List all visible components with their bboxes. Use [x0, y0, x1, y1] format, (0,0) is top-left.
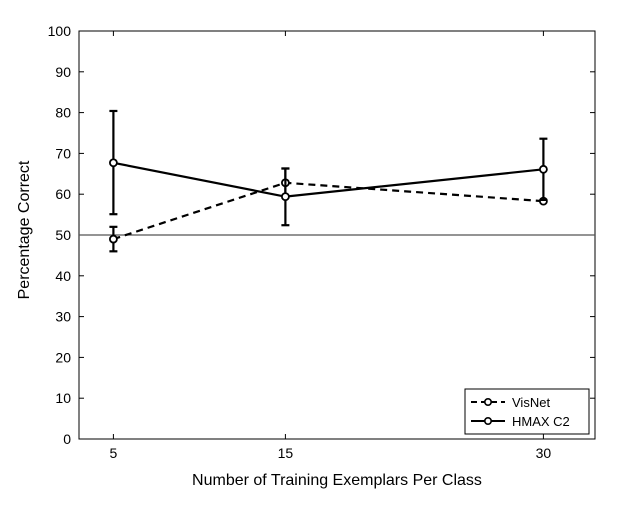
y-axis-label: Percentage Correct — [16, 160, 33, 299]
y-tick-label: 80 — [55, 105, 71, 121]
legend-marker — [483, 397, 492, 406]
series-hmax-c2 — [109, 109, 548, 227]
y-tick-label: 60 — [55, 186, 71, 202]
data-point — [280, 192, 290, 202]
x-tick-label: 30 — [536, 445, 552, 461]
y-tick-label: 40 — [55, 268, 71, 284]
y-tick-label: 70 — [55, 145, 71, 161]
y-tick-label: 30 — [55, 309, 71, 325]
y-tick-label: 90 — [55, 64, 71, 80]
y-axis-ticks: 0 10 20 30 40 50 60 70 80 90 100 — [48, 23, 595, 447]
y-tick-label: 100 — [48, 23, 72, 39]
y-tick-label: 10 — [55, 390, 71, 406]
y-tick-label: 20 — [55, 349, 71, 365]
data-point — [109, 158, 118, 168]
legend-marker — [483, 416, 492, 425]
data-point — [539, 164, 548, 174]
x-axis-label: Number of Training Exemplars Per Class — [192, 472, 482, 489]
legend: VisNet HMAX C2 — [464, 388, 590, 435]
x-tick-label: 15 — [278, 445, 294, 461]
series-visnet — [109, 167, 548, 253]
series-layer — [109, 109, 548, 253]
y-tick-label: 0 — [63, 431, 71, 447]
series-line — [113, 161, 544, 198]
y-tick-label: 50 — [55, 227, 71, 243]
legend-label: VisNet — [512, 395, 550, 410]
legend-box — [464, 388, 590, 435]
legend-label: HMAX C2 — [512, 414, 570, 429]
data-point — [109, 234, 118, 244]
x-tick-label: 5 — [110, 445, 118, 461]
x-axis-ticks: 5 15 30 — [110, 31, 552, 461]
